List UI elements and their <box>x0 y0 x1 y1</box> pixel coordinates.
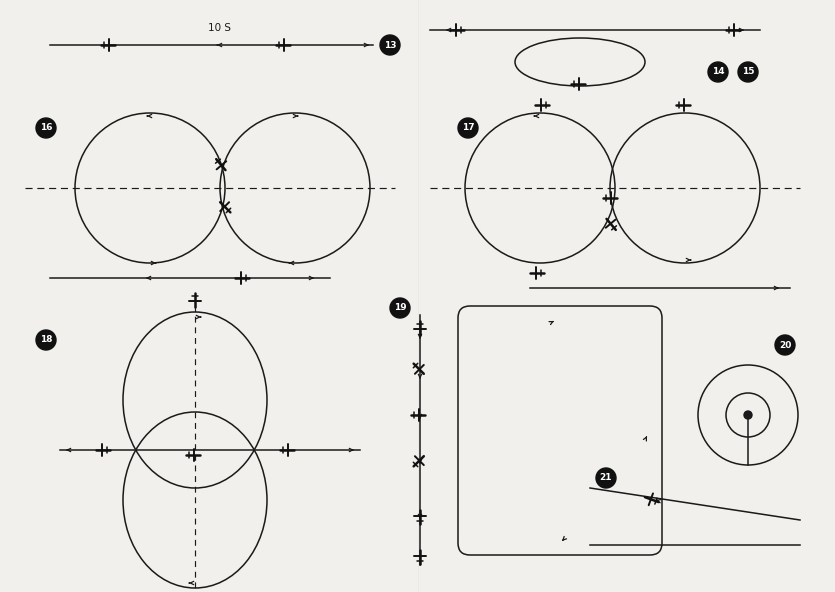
Text: 19: 19 <box>393 304 407 313</box>
Text: 21: 21 <box>600 474 612 482</box>
Circle shape <box>36 330 56 350</box>
Circle shape <box>36 118 56 138</box>
Circle shape <box>744 411 752 419</box>
Circle shape <box>708 62 728 82</box>
Text: 17: 17 <box>462 124 474 133</box>
Circle shape <box>738 62 758 82</box>
Circle shape <box>380 35 400 55</box>
Text: 13: 13 <box>384 40 397 50</box>
Circle shape <box>775 335 795 355</box>
Text: 10 S: 10 S <box>209 23 231 33</box>
Circle shape <box>596 468 616 488</box>
Text: 15: 15 <box>741 67 754 76</box>
Text: 18: 18 <box>40 336 53 345</box>
Text: 16: 16 <box>40 124 53 133</box>
Circle shape <box>390 298 410 318</box>
Text: 14: 14 <box>711 67 724 76</box>
Text: 20: 20 <box>779 340 792 349</box>
Circle shape <box>458 118 478 138</box>
